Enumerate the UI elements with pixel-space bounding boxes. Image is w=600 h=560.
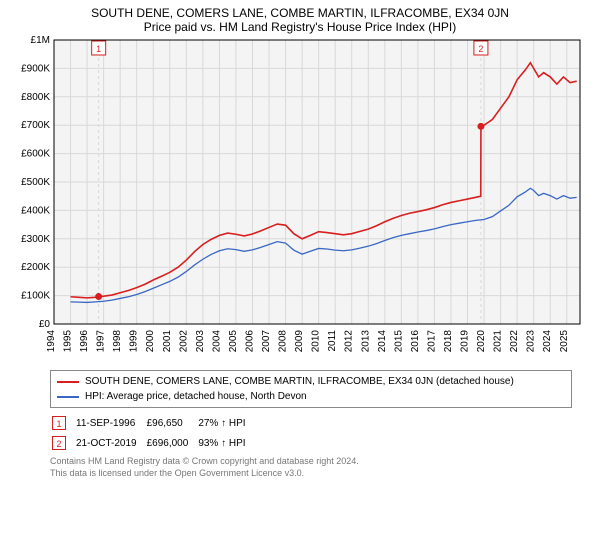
ytick-label: £400K xyxy=(21,205,50,216)
marker-id-cell: 1 xyxy=(52,414,74,432)
xtick-label: 1999 xyxy=(129,330,140,353)
footnote-line1: Contains HM Land Registry data © Crown c… xyxy=(50,456,572,468)
xtick-label: 1998 xyxy=(112,330,123,353)
xtick-label: 2020 xyxy=(476,330,487,353)
xtick-label: 1994 xyxy=(46,330,57,353)
xtick-label: 1997 xyxy=(96,330,107,353)
legend-row-property: SOUTH DENE, COMERS LANE, COMBE MARTIN, I… xyxy=(57,374,565,389)
xtick-label: 2022 xyxy=(509,330,520,353)
xtick-label: 2018 xyxy=(443,330,454,353)
marker-delta: 93% ↑ HPI xyxy=(198,434,253,452)
xtick-label: 2023 xyxy=(526,330,537,353)
marker-price: £696,000 xyxy=(147,434,197,452)
xtick-label: 2019 xyxy=(460,330,471,353)
xtick-label: 2011 xyxy=(327,330,338,352)
xtick-label: 2000 xyxy=(145,330,156,353)
ytick-label: £200K xyxy=(21,262,50,273)
marker-row: 1 11-SEP-1996£96,65027% ↑ HPI xyxy=(52,414,254,432)
legend-swatch-property xyxy=(57,381,79,383)
chart-title-line2: Price paid vs. HM Land Registry's House … xyxy=(10,20,590,34)
chart-legend: SOUTH DENE, COMERS LANE, COMBE MARTIN, I… xyxy=(50,370,572,408)
xtick-label: 2004 xyxy=(211,330,222,353)
ytick-label: £800K xyxy=(21,92,50,103)
ytick-label: £600K xyxy=(21,149,50,160)
xtick-label: 2014 xyxy=(377,330,388,353)
price-chart: £0 £100K £200K £300K £400K £500K £600K £700K £80… xyxy=(10,34,590,364)
ytick-label: £300K xyxy=(21,234,50,245)
footnote: Contains HM Land Registry data © Crown c… xyxy=(50,456,572,479)
ytick-label: £700K xyxy=(21,120,50,131)
xtick-label: 2002 xyxy=(178,330,189,353)
xtick-label: 2006 xyxy=(244,330,255,353)
xtick-label: 2005 xyxy=(228,330,239,353)
marker-date: 11-SEP-1996 xyxy=(76,414,145,432)
legend-label-hpi: HPI: Average price, detached house, Nort… xyxy=(85,389,307,404)
xtick-label: 2013 xyxy=(360,330,371,353)
ytick-label: £500K xyxy=(21,177,50,188)
xtick-label: 2010 xyxy=(311,330,322,353)
marker-price: £96,650 xyxy=(147,414,197,432)
chart-svg: £0 £100K £200K £300K £400K £500K £600K £700K £80… xyxy=(10,34,590,364)
marker-table: 1 11-SEP-1996£96,65027% ↑ HPI 2 21-OCT-2019… xyxy=(50,412,256,454)
marker-id-box: 1 xyxy=(52,416,66,430)
ytick-label: £0 xyxy=(39,319,51,330)
xtick-label: 1996 xyxy=(79,330,90,353)
legend-row-hpi: HPI: Average price, detached house, Nort… xyxy=(57,389,565,404)
xtick-label: 2003 xyxy=(195,330,206,353)
marker-dot xyxy=(477,123,484,130)
xtick-label: 2024 xyxy=(542,330,553,353)
marker-dot xyxy=(95,293,102,300)
xtick-label: 2016 xyxy=(410,330,421,353)
ytick-label: £1M xyxy=(31,35,50,46)
ytick-label: £100K xyxy=(21,291,50,302)
marker-flag-label: 2 xyxy=(478,44,483,54)
marker-id-cell: 2 xyxy=(52,434,74,452)
marker-id-box: 2 xyxy=(52,436,66,450)
xtick-label: 2007 xyxy=(261,330,272,353)
marker-flag-label: 1 xyxy=(96,44,101,54)
chart-title-line1: SOUTH DENE, COMERS LANE, COMBE MARTIN, I… xyxy=(10,6,590,20)
xtick-label: 2015 xyxy=(393,330,404,353)
footnote-line2: This data is licensed under the Open Gov… xyxy=(50,468,572,480)
xtick-label: 2025 xyxy=(559,330,570,353)
xtick-label: 1995 xyxy=(63,330,74,353)
xtick-label: 2001 xyxy=(162,330,173,353)
xtick-label: 2012 xyxy=(344,330,355,353)
xtick-label: 2021 xyxy=(493,330,504,353)
xtick-label: 2009 xyxy=(294,330,305,353)
marker-date: 21-OCT-2019 xyxy=(76,434,145,452)
legend-label-property: SOUTH DENE, COMERS LANE, COMBE MARTIN, I… xyxy=(85,374,514,389)
marker-row: 2 21-OCT-2019£696,00093% ↑ HPI xyxy=(52,434,254,452)
xtick-label: 2008 xyxy=(278,330,289,353)
xtick-label: 2017 xyxy=(426,330,437,353)
marker-delta: 27% ↑ HPI xyxy=(198,414,253,432)
legend-swatch-hpi xyxy=(57,396,79,398)
ytick-label: £900K xyxy=(21,63,50,74)
